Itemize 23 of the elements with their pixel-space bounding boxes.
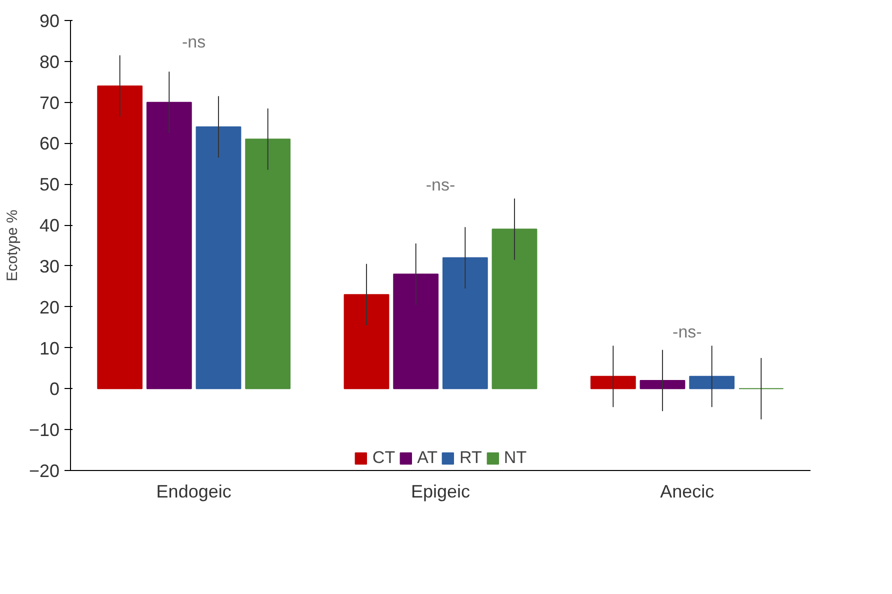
legend-label: RT <box>460 448 482 468</box>
x-tick-label: Epigeic <box>410 482 470 502</box>
legend-label: NT <box>504 448 527 468</box>
legend-label: CT <box>372 448 396 468</box>
y-tick-label: 50 <box>39 174 60 195</box>
annotation: -ns <box>182 32 206 52</box>
y-tick-label: −20 <box>28 461 60 481</box>
annotation: -ns- <box>672 322 702 342</box>
y-tick-label: 80 <box>39 52 60 72</box>
y-tick-label: 90 <box>39 11 60 31</box>
y-tick-label: 70 <box>39 92 60 113</box>
y-tick-label: −10 <box>28 420 60 440</box>
legend-label: AT <box>417 448 438 468</box>
y-axis-title: Ecotype % <box>4 210 21 282</box>
annotation: -ns- <box>426 175 456 194</box>
x-tick-label: Anecic <box>660 482 714 502</box>
y-tick-label: 0 <box>49 379 60 400</box>
x-tick-label: Endogeic <box>156 482 232 502</box>
y-tick-label: 10 <box>39 338 60 358</box>
y-tick-label: 40 <box>39 216 60 236</box>
y-tick-label: 30 <box>39 256 60 276</box>
y-tick-label: 20 <box>39 297 60 318</box>
y-tick-label: 60 <box>39 134 60 154</box>
